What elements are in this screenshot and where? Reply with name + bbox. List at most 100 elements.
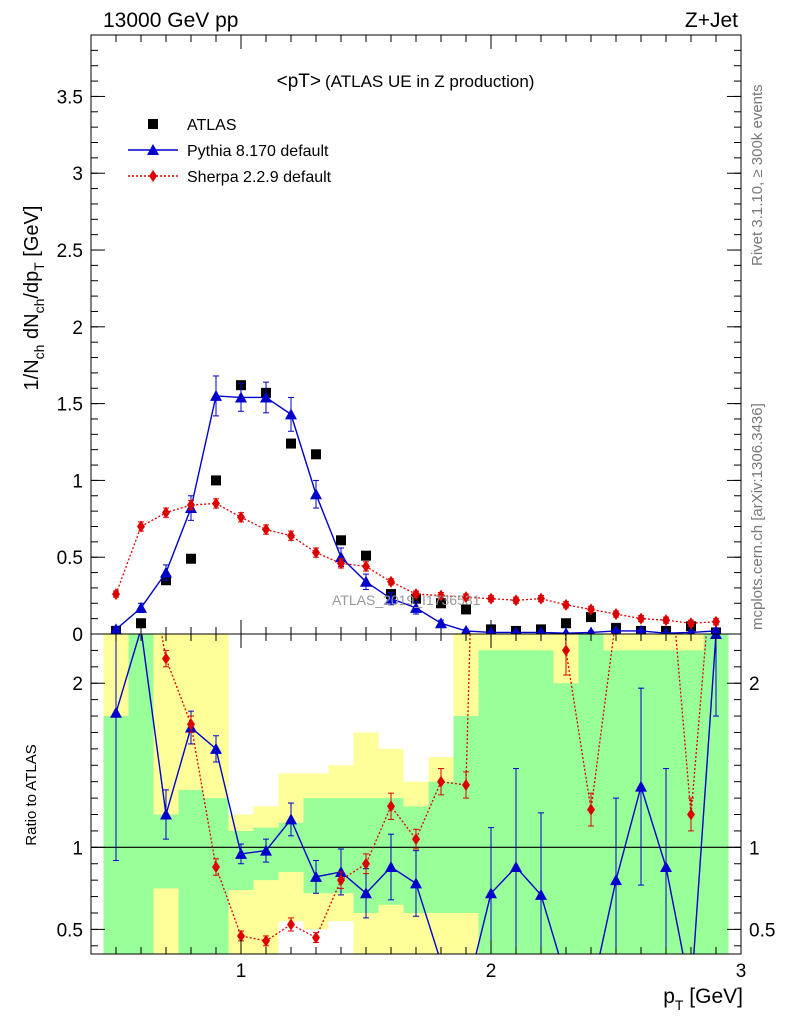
ratio-panel: 0.5 0.5 1 1 2 2 1 2 3 Ratio to ATLAS pT [GeV] [23, 633, 775, 1013]
ratio-ytick-label: 2 [72, 674, 83, 695]
ratio-point [635, 780, 647, 792]
main-ylabel: 1/Nch dNch/dpT [GeV] [21, 206, 47, 391]
main-ytick-label: 2 [72, 318, 83, 339]
data-point [312, 546, 320, 559]
data-point [361, 550, 371, 561]
data-point [362, 560, 370, 573]
ratio-point [485, 887, 497, 899]
uncertainty-band [178, 789, 204, 954]
data-point [412, 588, 420, 601]
ratio-point [385, 861, 397, 873]
legend-label: ATLAS [187, 117, 237, 134]
ratio-point [237, 929, 245, 942]
data-point [160, 566, 172, 578]
rivet-label: Rivet 3.1.10, ≥ 300k events [749, 84, 766, 266]
ratio-point [212, 861, 220, 874]
data-point [437, 589, 445, 602]
ratio-frame [90, 633, 742, 955]
ratio-point [160, 808, 172, 820]
ratio-point [562, 644, 570, 657]
ratio-point [412, 833, 420, 846]
data-point [610, 624, 622, 636]
ratio-point [260, 844, 272, 856]
data-point [436, 598, 446, 609]
data-point [385, 592, 397, 604]
legend-marker [148, 119, 158, 129]
main-ytick-label: 1.5 [57, 395, 83, 416]
uncertainty-band [553, 683, 579, 954]
data-point [287, 529, 295, 542]
ratio-point [437, 775, 445, 788]
mcplots-label: mcplots.cern.ch [arXiv:1306.3436] [749, 403, 766, 630]
data-point [586, 612, 596, 623]
ratio-xlabel: pT [GeV] [663, 985, 743, 1013]
data-point [337, 557, 345, 570]
ratio-point [287, 918, 295, 931]
data-point [462, 591, 470, 604]
legend-marker [147, 144, 159, 155]
data-point [612, 608, 620, 621]
ratio-plot-content: 0.5 0.5 1 1 2 2 1 2 3 [57, 634, 775, 982]
ratio-point [660, 861, 672, 873]
data-point [487, 592, 495, 605]
ratio-point [610, 874, 622, 886]
ratio-point [310, 870, 322, 882]
watermark: ATLAS_2019_I1736531 [332, 592, 481, 608]
ratio-series-1 [160, 634, 707, 947]
ratio-point [387, 800, 395, 813]
data-point [310, 488, 322, 500]
data-point [210, 389, 222, 401]
ratio-ytick-label-right: 2 [749, 674, 760, 695]
series-2 [112, 497, 720, 630]
ratio-point [110, 706, 122, 718]
data-point [286, 438, 296, 449]
data-point [285, 408, 297, 420]
data-point [135, 601, 147, 613]
data-point [112, 588, 120, 601]
ratio-point [410, 877, 422, 889]
ratio-point [510, 861, 522, 873]
data-point [587, 603, 595, 616]
legend-label: Sherpa 2.2.9 default [187, 169, 332, 186]
uncertainty-band [203, 798, 229, 954]
data-point [387, 575, 395, 588]
ratio-ylabel: Ratio to ATLAS [23, 744, 40, 845]
plot-subtitle: (ATLAS UE in Z production) [325, 72, 534, 91]
data-point [137, 520, 145, 533]
data-point [360, 575, 372, 587]
data-point [710, 624, 722, 636]
data-point [262, 523, 270, 536]
ratio-ytick-label: 0.5 [57, 920, 83, 941]
ratio-point [262, 934, 270, 947]
ratio-point [362, 857, 370, 870]
ratio-point [535, 888, 547, 900]
data-point [211, 475, 221, 486]
data-point [410, 601, 422, 613]
uncertainty-band [453, 716, 479, 913]
data-point [110, 623, 122, 635]
data-point [537, 592, 545, 605]
plot-title: <pT> [277, 71, 321, 92]
data-point [311, 449, 321, 460]
ratio-xtick-label: 2 [486, 961, 497, 982]
ratio-point [337, 874, 345, 887]
ratio-point [360, 887, 372, 899]
legend: ATLAS Pythia 8.170 default Sherpa 2.2.9 de… [128, 117, 332, 186]
data-point [712, 615, 720, 628]
energy-label: 13000 GeV pp [103, 9, 238, 32]
main-ytick-label: 2.5 [57, 241, 83, 262]
data-point [461, 604, 471, 615]
data-point [336, 535, 346, 546]
data-point [162, 506, 170, 519]
data-point [136, 618, 146, 629]
ratio-point [235, 847, 247, 859]
ratio-point [462, 778, 470, 791]
ratio-point [587, 803, 595, 816]
main-ytick-label: 0.5 [57, 548, 83, 569]
ratio-ytick-label: 1 [72, 838, 83, 859]
ratio-ytick-label-right: 1 [749, 838, 760, 859]
data-point [237, 511, 245, 524]
process-label: Z+Jet [685, 9, 738, 32]
data-point [460, 624, 472, 636]
